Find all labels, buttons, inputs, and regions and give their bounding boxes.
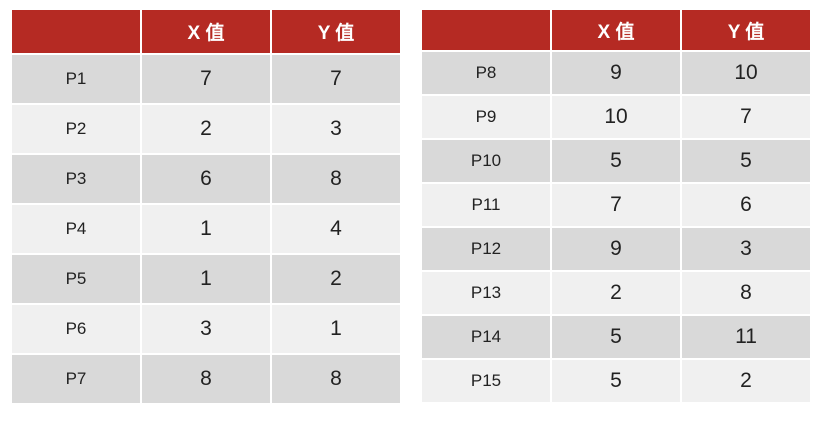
y-value: 10 bbox=[682, 52, 810, 94]
table-row: P6 3 1 bbox=[12, 305, 400, 353]
point-label: P4 bbox=[12, 205, 140, 253]
x-value: 9 bbox=[552, 52, 680, 94]
y-value: 3 bbox=[272, 105, 400, 153]
point-label: P12 bbox=[422, 228, 550, 270]
point-label: P2 bbox=[12, 105, 140, 153]
x-value: 5 bbox=[552, 316, 680, 358]
table-row: P3 6 8 bbox=[12, 155, 400, 203]
point-label: P8 bbox=[422, 52, 550, 94]
table-row: P10 5 5 bbox=[422, 140, 810, 182]
table-row: P15 5 2 bbox=[422, 360, 810, 402]
table-row: P7 8 8 bbox=[12, 355, 400, 403]
x-value: 2 bbox=[142, 105, 270, 153]
table-row: P5 1 2 bbox=[12, 255, 400, 303]
point-label: P10 bbox=[422, 140, 550, 182]
x-value: 7 bbox=[142, 55, 270, 103]
point-label: P14 bbox=[422, 316, 550, 358]
table-row: P12 9 3 bbox=[422, 228, 810, 270]
point-label: P3 bbox=[12, 155, 140, 203]
y-value: 8 bbox=[272, 155, 400, 203]
table-row: P1 7 7 bbox=[12, 55, 400, 103]
y-value: 6 bbox=[682, 184, 810, 226]
table-header-row: X 值 Y 值 bbox=[422, 10, 810, 50]
point-label: P15 bbox=[422, 360, 550, 402]
x-value: 9 bbox=[552, 228, 680, 270]
points-table-right: X 值 Y 值 P8 9 10 P9 10 7 P10 5 5 P11 7 6 … bbox=[420, 8, 812, 404]
table-row: P8 9 10 bbox=[422, 52, 810, 94]
point-label: P6 bbox=[12, 305, 140, 353]
x-value: 1 bbox=[142, 255, 270, 303]
x-value: 7 bbox=[552, 184, 680, 226]
y-value: 2 bbox=[682, 360, 810, 402]
header-x: X 值 bbox=[552, 10, 680, 50]
point-label: P11 bbox=[422, 184, 550, 226]
x-value: 6 bbox=[142, 155, 270, 203]
y-value: 8 bbox=[682, 272, 810, 314]
table-row: P4 1 4 bbox=[12, 205, 400, 253]
y-value: 7 bbox=[272, 55, 400, 103]
table-row: P2 2 3 bbox=[12, 105, 400, 153]
table-row: P9 10 7 bbox=[422, 96, 810, 138]
y-value: 4 bbox=[272, 205, 400, 253]
point-label: P7 bbox=[12, 355, 140, 403]
y-value: 2 bbox=[272, 255, 400, 303]
header-y: Y 值 bbox=[272, 10, 400, 53]
y-value: 8 bbox=[272, 355, 400, 403]
y-value: 5 bbox=[682, 140, 810, 182]
x-value: 1 bbox=[142, 205, 270, 253]
x-value: 5 bbox=[552, 360, 680, 402]
header-x: X 值 bbox=[142, 10, 270, 53]
table-header-row: X 值 Y 值 bbox=[12, 10, 400, 53]
y-value: 7 bbox=[682, 96, 810, 138]
points-table-left: X 值 Y 值 P1 7 7 P2 2 3 P3 6 8 P4 1 4 P5 1… bbox=[10, 8, 402, 405]
point-label: P13 bbox=[422, 272, 550, 314]
y-value: 3 bbox=[682, 228, 810, 270]
table-row: P13 2 8 bbox=[422, 272, 810, 314]
point-label: P1 bbox=[12, 55, 140, 103]
x-value: 3 bbox=[142, 305, 270, 353]
y-value: 11 bbox=[682, 316, 810, 358]
x-value: 10 bbox=[552, 96, 680, 138]
y-value: 1 bbox=[272, 305, 400, 353]
table-row: P11 7 6 bbox=[422, 184, 810, 226]
x-value: 8 bbox=[142, 355, 270, 403]
x-value: 5 bbox=[552, 140, 680, 182]
header-point bbox=[12, 10, 140, 53]
header-y: Y 值 bbox=[682, 10, 810, 50]
point-label: P5 bbox=[12, 255, 140, 303]
point-label: P9 bbox=[422, 96, 550, 138]
x-value: 2 bbox=[552, 272, 680, 314]
table-row: P14 5 11 bbox=[422, 316, 810, 358]
header-point bbox=[422, 10, 550, 50]
